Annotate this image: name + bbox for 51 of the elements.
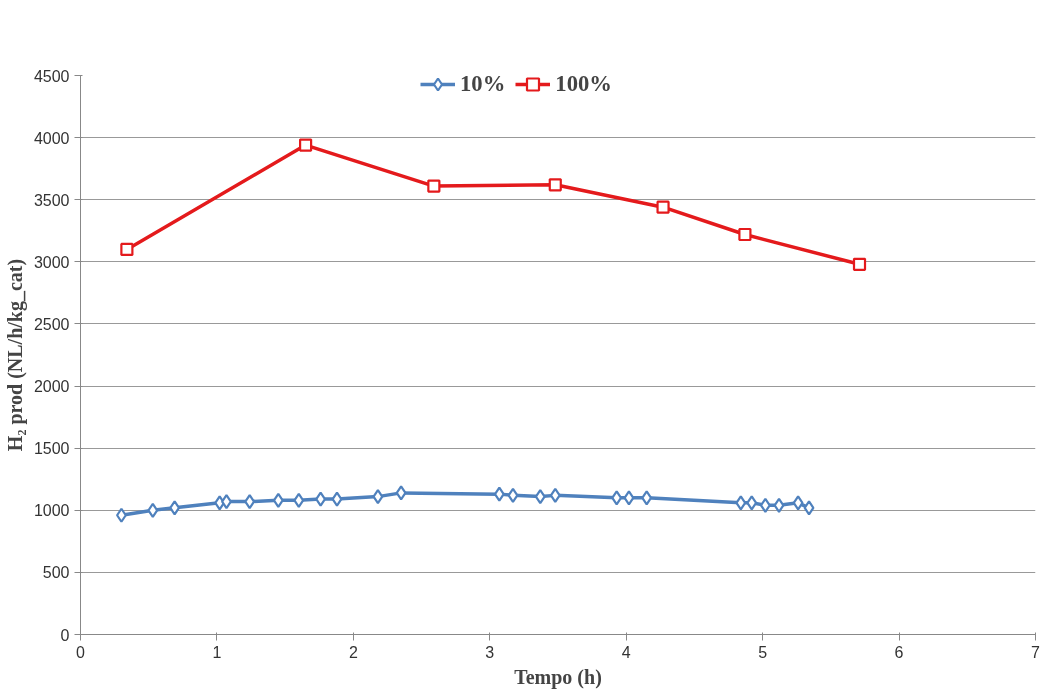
point xyxy=(395,485,407,501)
point xyxy=(623,490,635,506)
point xyxy=(427,179,441,193)
point xyxy=(852,257,867,271)
point xyxy=(244,493,256,510)
y-tick-label: 3500 xyxy=(33,191,70,209)
point xyxy=(331,491,343,507)
x-tick-label: 0 xyxy=(76,643,86,661)
y-axis-title: H₂ prod (NL/h/kg_cat) xyxy=(3,258,27,452)
point xyxy=(803,500,815,516)
legend-label: 10% xyxy=(460,74,506,98)
point xyxy=(169,500,181,516)
y-tick-label: 4000 xyxy=(33,129,70,147)
point xyxy=(611,490,623,506)
y-tick-label: 2000 xyxy=(33,378,70,396)
point xyxy=(735,495,747,511)
point xyxy=(792,495,804,511)
y-tick-label: 500 xyxy=(42,564,70,582)
y-tick-label: 0 xyxy=(60,626,70,644)
point xyxy=(293,492,305,508)
point xyxy=(272,492,284,508)
point xyxy=(493,486,505,502)
x-tick-label: 6 xyxy=(894,643,904,661)
y-tick-label: 2500 xyxy=(33,315,70,333)
point xyxy=(641,490,653,506)
point xyxy=(120,242,134,257)
point xyxy=(534,489,546,505)
x-tick-label: 5 xyxy=(758,643,768,661)
point xyxy=(372,489,384,505)
x-tick-label: 2 xyxy=(348,643,358,661)
point xyxy=(773,497,785,513)
x-axis-title: Tempo (h) xyxy=(514,665,602,689)
x-tick-label: 1 xyxy=(212,643,222,661)
point xyxy=(759,497,771,513)
point xyxy=(548,178,562,192)
y-tick-label: 1500 xyxy=(33,440,70,458)
point xyxy=(315,491,327,507)
point xyxy=(746,495,758,511)
point xyxy=(299,138,313,152)
x-tick-label: 7 xyxy=(1031,643,1041,661)
y-tick-label: 1000 xyxy=(33,502,70,520)
point xyxy=(549,487,561,503)
point xyxy=(147,502,159,518)
point xyxy=(656,200,670,214)
legend-label: 100% xyxy=(555,74,612,98)
x-tick-label: 3 xyxy=(485,643,495,661)
y-tick-label: 4500 xyxy=(33,67,70,85)
y-tick-label: 3000 xyxy=(33,253,70,271)
point xyxy=(507,487,519,503)
x-tick-label: 4 xyxy=(621,643,631,661)
point xyxy=(738,227,752,242)
